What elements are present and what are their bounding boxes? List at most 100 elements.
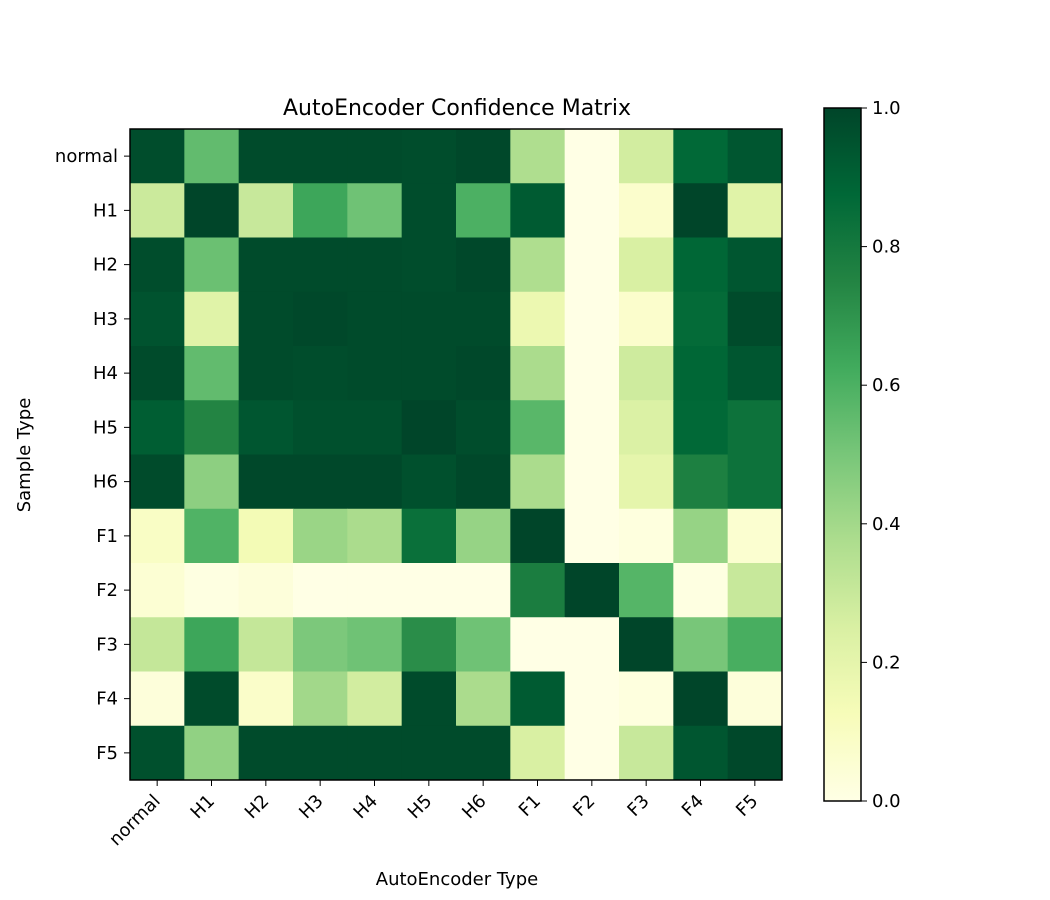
heatmap-cell xyxy=(401,129,457,184)
heatmap-cell xyxy=(293,617,348,672)
x-tick-label: normal xyxy=(105,791,164,850)
heatmap-cell xyxy=(293,563,348,618)
heatmap-cell xyxy=(293,454,348,510)
heatmap-cell xyxy=(293,725,348,781)
heatmap-cell xyxy=(510,454,566,510)
heatmap-cell xyxy=(673,725,729,781)
heatmap-cell xyxy=(347,725,403,781)
heatmap-cell xyxy=(293,400,348,455)
heatmap-cell xyxy=(619,291,674,347)
heatmap-cell xyxy=(401,400,457,455)
heatmap-cell xyxy=(347,291,403,347)
heatmap-cell xyxy=(564,508,620,564)
heatmap-cell xyxy=(727,183,783,238)
heatmap-cell xyxy=(293,183,348,238)
heatmap-cell xyxy=(238,563,294,618)
colorbar-tick-label: 0.6 xyxy=(872,375,901,396)
colorbar xyxy=(823,107,862,802)
heatmap-cell xyxy=(401,671,457,727)
heatmap-cell xyxy=(401,725,457,781)
x-tick-label: F3 xyxy=(623,791,653,821)
x-tick-label: H4 xyxy=(350,791,383,824)
x-axis-label: AutoEncoder Type xyxy=(376,869,538,890)
x-tick-label: H5 xyxy=(404,791,437,824)
heatmap-cell xyxy=(456,617,511,672)
heatmap-cell xyxy=(673,617,729,672)
heatmap-cell xyxy=(510,400,566,455)
heatmap-cell xyxy=(293,346,348,401)
heatmap-cell xyxy=(130,563,185,618)
heatmap-cell xyxy=(293,129,348,184)
heatmap-cell xyxy=(130,617,185,672)
heatmap-cell xyxy=(184,346,240,401)
heatmap-cell xyxy=(510,508,566,564)
heatmap-cell xyxy=(401,346,457,401)
heatmap-cell xyxy=(510,671,566,727)
heatmap-cell xyxy=(184,671,240,727)
x-tick-label: H1 xyxy=(187,791,220,824)
plot-frame xyxy=(129,128,783,781)
heatmap-cell xyxy=(130,183,185,238)
y-tick-label: H4 xyxy=(93,363,118,384)
heatmap-cell xyxy=(456,183,511,238)
heatmap-cell xyxy=(238,400,294,455)
heatmap-cell xyxy=(130,725,185,781)
heatmap-cell xyxy=(401,617,457,672)
heatmap-cell xyxy=(401,237,457,293)
y-tick-label: F1 xyxy=(96,526,118,547)
heatmap-cell xyxy=(727,346,783,401)
colorbar-ticks: 0.0 0.2 0.4 0.6 0.8 1.0 xyxy=(861,98,901,812)
heatmap-cell xyxy=(184,508,240,564)
x-tick-label: H2 xyxy=(241,791,274,824)
heatmap-cell xyxy=(619,617,674,672)
heatmap-cell xyxy=(510,617,566,672)
heatmap-cell xyxy=(401,563,457,618)
x-tick-label: F2 xyxy=(569,791,599,821)
heatmap-cell xyxy=(238,237,294,293)
heatmap-cell xyxy=(673,400,729,455)
x-tick-label: F1 xyxy=(515,791,545,821)
x-axis-ticks: normal H1 H2 H3 H4 H5 H6 F1 F2 F3 F4 F5 xyxy=(105,780,762,850)
y-tick-label: H3 xyxy=(93,309,118,330)
heatmap-cell xyxy=(184,237,240,293)
heatmap-cell xyxy=(184,183,240,238)
y-tick-label: H2 xyxy=(93,255,118,276)
heatmap-cell xyxy=(510,183,566,238)
heatmap-cell xyxy=(238,725,294,781)
heatmap-cell xyxy=(619,237,674,293)
heatmap-cell xyxy=(293,237,348,293)
heatmap-cell xyxy=(401,291,457,347)
heatmap-cell xyxy=(130,508,185,564)
heatmap-cell xyxy=(184,725,240,781)
heatmap-cell xyxy=(673,346,729,401)
heatmap-cell xyxy=(727,237,783,293)
y-tick-label: F2 xyxy=(96,580,118,601)
heatmap-cell xyxy=(130,454,185,510)
colorbar-tick-label: 0.2 xyxy=(872,652,901,673)
x-tick-label: F5 xyxy=(732,791,762,821)
y-axis-ticks: normal H1 H2 H3 H4 H5 H6 F1 F2 F3 F4 F5 xyxy=(55,146,130,764)
heatmap-cell xyxy=(347,129,403,184)
heatmap-cell xyxy=(619,563,674,618)
heatmap-cell xyxy=(564,617,620,672)
heatmap-cell xyxy=(673,129,729,184)
chart-title: AutoEncoder Confidence Matrix xyxy=(283,96,631,121)
heatmap-cell xyxy=(564,237,620,293)
heatmap-cell xyxy=(673,454,729,510)
heatmap-cell xyxy=(401,454,457,510)
heatmap-cell xyxy=(184,400,240,455)
heatmap-cell xyxy=(347,454,403,510)
colorbar-tick-label: 0.0 xyxy=(872,791,901,812)
heatmap-cell xyxy=(727,291,783,347)
heatmap-cell xyxy=(456,346,511,401)
y-tick-label: H1 xyxy=(93,200,118,221)
y-tick-label: H6 xyxy=(93,472,118,493)
heatmap-cell xyxy=(727,454,783,510)
heatmap-cell xyxy=(673,563,729,618)
heatmap-cell xyxy=(727,617,783,672)
heatmap-cell xyxy=(347,508,403,564)
heatmap-cell xyxy=(619,508,674,564)
x-tick-label: F4 xyxy=(678,791,708,821)
heatmap-cell xyxy=(510,346,566,401)
